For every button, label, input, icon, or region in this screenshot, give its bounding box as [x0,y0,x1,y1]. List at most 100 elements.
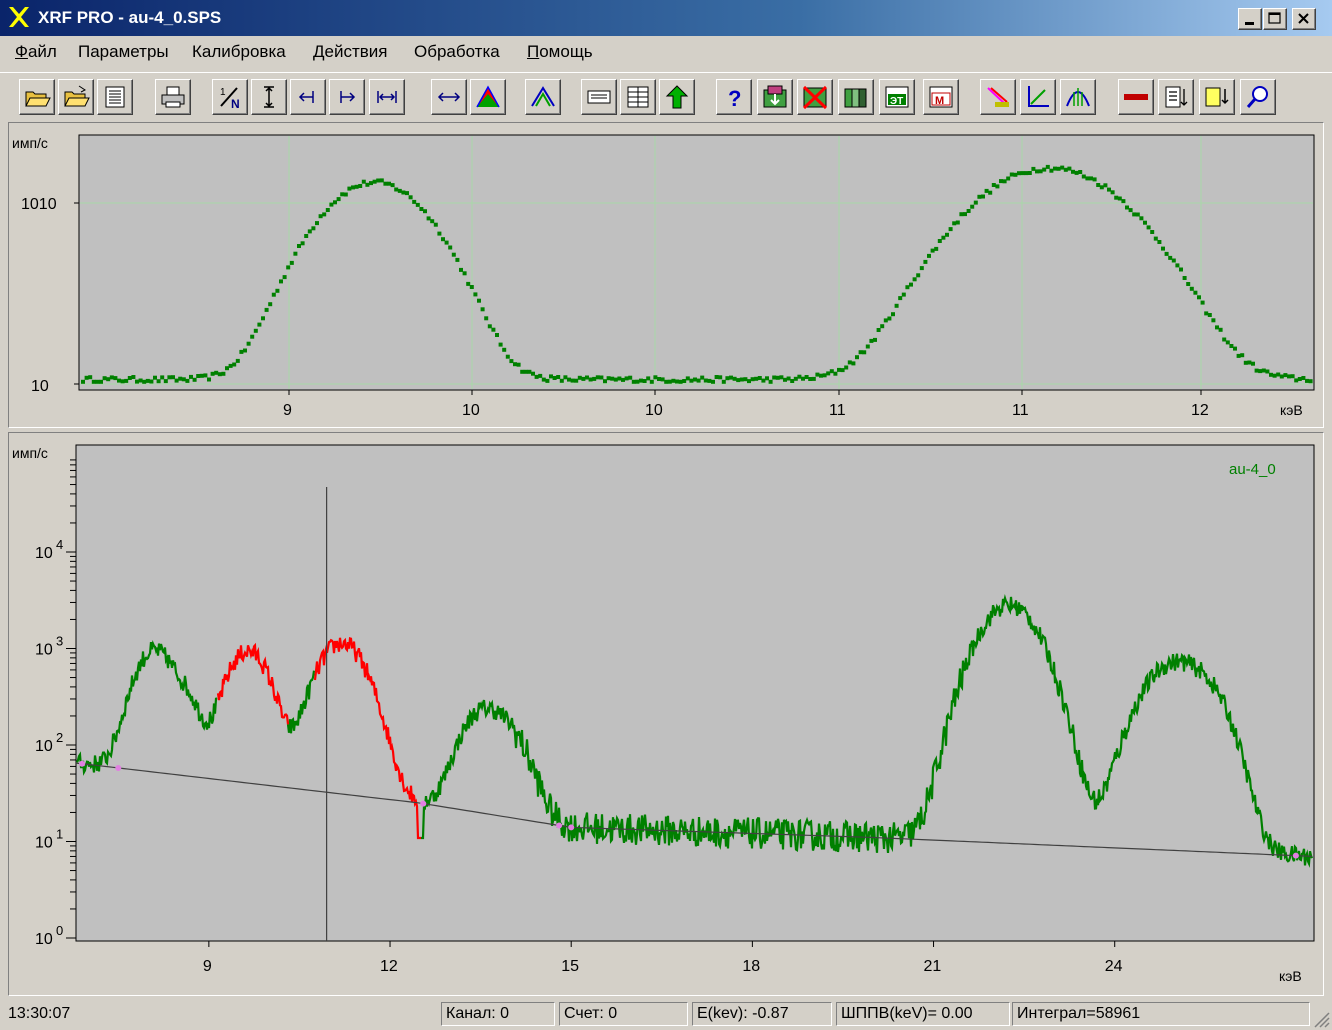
data-point [743,377,748,382]
data-point [804,375,809,379]
standard-button[interactable]: ЭТ [879,79,915,115]
data-point [484,316,489,321]
menu-file[interactable]: Файл [15,42,57,61]
data-point [919,266,924,271]
data-point [336,197,341,202]
peak-fit-button[interactable] [1060,79,1096,115]
y-tick-exponent: 1 [56,827,63,842]
data-point [1071,169,1075,174]
data-point [693,377,697,382]
data-point [844,365,849,370]
title-bar[interactable]: XRF PRO - au-4_0.SPS [0,0,1332,36]
data-point [1096,183,1101,187]
data-point [315,221,319,226]
y-tick-exponent: 2 [56,730,63,745]
data-point [1305,378,1309,383]
data-point [369,181,373,186]
horizontal-range-button[interactable] [431,79,467,115]
export-button[interactable] [1199,79,1235,115]
data-point [437,231,442,236]
data-point [1146,225,1151,230]
axis-button[interactable] [1020,79,1056,115]
view-data-button[interactable] [97,79,133,115]
shift-left-button[interactable] [290,79,326,115]
channel-display-button[interactable] [581,79,617,115]
data-point [1193,290,1198,295]
peak-button[interactable] [525,79,561,115]
sort-button[interactable] [1158,79,1194,115]
data-point [325,208,330,212]
data-point [419,207,424,211]
data-point [757,376,762,380]
data-point [1207,313,1212,317]
data-point [916,273,921,278]
print-button[interactable] [155,79,191,115]
x-tick-label: 12 [1191,402,1209,419]
data-point [203,373,208,378]
data-point [279,279,283,284]
data-point [696,378,701,383]
svg-text:?: ? [728,86,741,111]
zoom-chart-panel: имп/с 1010 10 9 10 10 11 11 12 кэВ [8,122,1324,428]
maximize-icon [1268,12,1281,24]
data-point [649,379,654,384]
menu-processing[interactable]: Обработка [414,42,500,61]
data-point [138,378,143,383]
data-point [210,371,215,376]
data-point [1074,170,1079,175]
data-point [214,370,219,375]
data-point [361,179,366,184]
delete-library-button[interactable] [797,79,833,115]
data-point [207,377,211,382]
data-point [959,212,964,217]
data-point [275,288,280,293]
background-up-button[interactable] [659,79,695,115]
vertical-scale-button[interactable] [251,79,287,115]
y-tick-label: 1010 [21,196,57,213]
open-folder-button[interactable] [19,79,55,115]
background-marker [568,824,575,831]
horizontal-range-icon [437,92,461,102]
menu-calibration[interactable]: Калибровка [192,42,286,61]
resize-grip-icon[interactable] [1312,1010,1330,1028]
expand-range-button[interactable] [369,79,405,115]
data-point [811,376,816,381]
open-file-button[interactable] [58,79,94,115]
zoom-spectrum-chart[interactable]: имп/с 1010 10 9 10 10 11 11 12 кэВ [9,123,1323,427]
zoom-button[interactable] [1240,79,1276,115]
menu-actions[interactable]: Действия [313,42,388,61]
data-point [1042,167,1047,172]
shift-right-button[interactable] [329,79,365,115]
library-button[interactable] [757,79,793,115]
data-point [750,377,755,382]
data-point [495,333,499,337]
peak-fill-button[interactable] [470,79,506,115]
data-point [1085,176,1090,181]
y-axis-minor-ticks [70,459,76,910]
minimize-button[interactable] [1238,8,1262,30]
data-point [556,375,561,379]
data-point [401,190,406,195]
table-button[interactable] [620,79,656,115]
maximize-button[interactable] [1263,8,1287,30]
data-point [311,226,316,231]
data-point [473,292,478,297]
data-point [282,275,287,280]
data-point [192,377,197,382]
menu-help[interactable]: Помощь [527,42,593,61]
data-point [167,375,172,380]
data-point [178,376,183,381]
svg-text:ЭТ: ЭТ [890,96,903,107]
data-point [1117,196,1122,201]
menu-parameters[interactable]: Параметры [78,42,169,61]
spectrum-color-button[interactable] [980,79,1016,115]
method-button[interactable]: M [923,79,959,115]
help-button[interactable]: ? [716,79,752,115]
library-list-button[interactable] [838,79,874,115]
data-point [1251,361,1255,366]
marker-button[interactable] [1118,79,1154,115]
data-point [1135,212,1140,217]
close-button[interactable] [1292,8,1316,30]
